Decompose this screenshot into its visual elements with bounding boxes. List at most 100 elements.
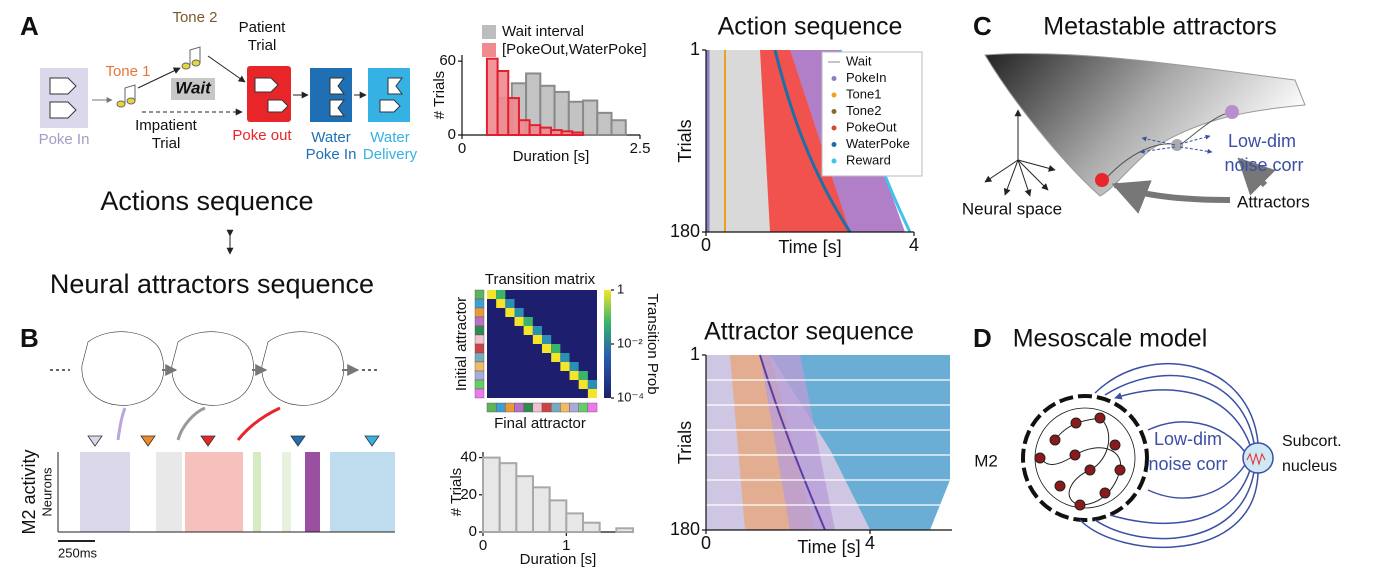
legend-swatch xyxy=(831,158,837,164)
attractor-color xyxy=(550,402,561,413)
task-diagram-shape xyxy=(368,68,410,122)
colorbar-label: Transition Prob xyxy=(644,293,661,394)
landscape-shape-shape xyxy=(1179,146,1213,154)
matrix-cell xyxy=(496,290,506,299)
axis-label: Final attractor xyxy=(494,415,586,432)
x-tick-label: 0 xyxy=(458,140,466,157)
axis-label: Trials xyxy=(675,421,695,464)
task-diagram-shape xyxy=(171,78,215,100)
matrix-cell xyxy=(514,317,524,326)
x-tick-label: 0 xyxy=(701,533,711,553)
m2-raster-shape xyxy=(330,452,395,532)
axis-label: # Trials xyxy=(448,468,465,516)
mesoscale-diagram-shape-shape xyxy=(1094,362,1259,444)
mesoscale-diagram-shape-shape xyxy=(1114,464,1126,476)
attractor-color xyxy=(474,379,485,390)
mesoscale-diagram-shape-shape xyxy=(1034,452,1046,464)
bar xyxy=(515,475,534,533)
tone2-label: Tone 2 xyxy=(172,9,217,26)
task-diagram-shape xyxy=(247,66,291,122)
water-poke-label: Poke In xyxy=(306,146,357,163)
bar xyxy=(565,512,584,533)
matrix-cell xyxy=(569,371,579,380)
task-diagram-shape xyxy=(137,67,181,89)
attractor-color xyxy=(523,402,534,413)
matrix-cell xyxy=(514,308,524,317)
task-diagram-shape xyxy=(379,77,403,113)
axis-label: M2 activity xyxy=(19,449,39,534)
axis-label: Time [s] xyxy=(778,237,841,257)
matrix-cell xyxy=(505,299,515,308)
annotation: Attractors xyxy=(1237,192,1310,211)
heading: Neural attractors sequence xyxy=(50,269,374,299)
attractor-color xyxy=(474,316,485,327)
legend-label: Tone2 xyxy=(846,103,881,118)
legend-swatch xyxy=(831,142,837,147)
bar xyxy=(615,527,634,533)
matrix-cell xyxy=(532,326,543,335)
mesoscale-diagram-shape-shape xyxy=(1070,417,1082,429)
legend-label: Reward xyxy=(846,152,891,167)
landscape xyxy=(984,53,1306,214)
panel-label: B xyxy=(20,323,39,353)
colorbar-tick-label: 10⁻⁴ xyxy=(617,389,644,404)
m2-raster-shape xyxy=(282,452,291,532)
x-tick-label: 2.5 xyxy=(630,140,651,157)
bar xyxy=(548,499,568,534)
panel-label: A xyxy=(20,11,39,41)
legend-label: [PokeOut,WaterPoke] xyxy=(502,41,647,58)
axis-label: Duration [s] xyxy=(513,148,590,165)
triangles-shape xyxy=(200,435,216,447)
attractor-color xyxy=(474,361,485,372)
bar xyxy=(553,90,570,137)
attractor-raster-shape xyxy=(760,355,835,530)
bar xyxy=(571,131,585,137)
y-tick-label: 40 xyxy=(460,449,477,466)
matrix-cell xyxy=(523,326,533,335)
panel-title: Metastable attractors xyxy=(1043,13,1276,41)
attractor-color xyxy=(474,334,485,345)
action-raster-shape xyxy=(773,49,852,233)
networks xyxy=(50,331,380,441)
mesoscale-diagram-shape xyxy=(1242,442,1274,474)
impatient-label: Impatient xyxy=(135,117,198,134)
attractor-color xyxy=(560,402,570,413)
mesoscale-diagram-shape-shape xyxy=(1147,464,1246,499)
landscape-shape-shape xyxy=(1017,159,1049,191)
landscape-shape xyxy=(1139,134,1213,154)
attractor-color xyxy=(474,307,485,318)
matrix-cell xyxy=(542,344,552,353)
task-diagram-shape xyxy=(40,68,88,128)
landscape-shape-shape xyxy=(1017,159,1032,197)
task-diagram-shape xyxy=(254,77,289,113)
x-tick-label: 4 xyxy=(865,533,875,553)
mesoscale-diagram-shape-shape xyxy=(1114,389,1251,446)
task-diagram xyxy=(40,46,410,128)
y-tick-label: 20 xyxy=(460,486,477,503)
legend-label: WaterPoke xyxy=(846,136,910,151)
legend-label: Tone1 xyxy=(846,86,881,101)
task-diagram-shape-shape xyxy=(126,97,136,105)
colorbar-tick-label: 10⁻² xyxy=(617,335,643,350)
matrix-cell xyxy=(578,380,588,389)
patient-label: Patient xyxy=(239,19,287,36)
chart-title: Transition matrix xyxy=(485,271,596,288)
networks-shape xyxy=(236,406,281,441)
legend-label: Wait interval xyxy=(502,23,584,40)
poke-in-label: Poke In xyxy=(39,131,90,148)
triangles-shape xyxy=(87,435,103,447)
annotation: noise corr xyxy=(1224,155,1303,175)
annotation: Low-dim xyxy=(1228,131,1296,151)
task-diagram-shape-shape xyxy=(191,59,201,67)
attractor-color xyxy=(474,343,485,354)
legend-swatch xyxy=(831,125,837,131)
y-tick-label: 1 xyxy=(690,39,700,59)
attractor-raster-shape xyxy=(770,355,950,530)
task-diagram-shape xyxy=(207,55,246,83)
legend-label: PokeOut xyxy=(846,119,897,134)
landscape-shape-shape xyxy=(984,159,1019,183)
legend-swatch xyxy=(831,109,837,114)
triangles xyxy=(87,435,380,447)
networks-shape xyxy=(116,407,127,441)
